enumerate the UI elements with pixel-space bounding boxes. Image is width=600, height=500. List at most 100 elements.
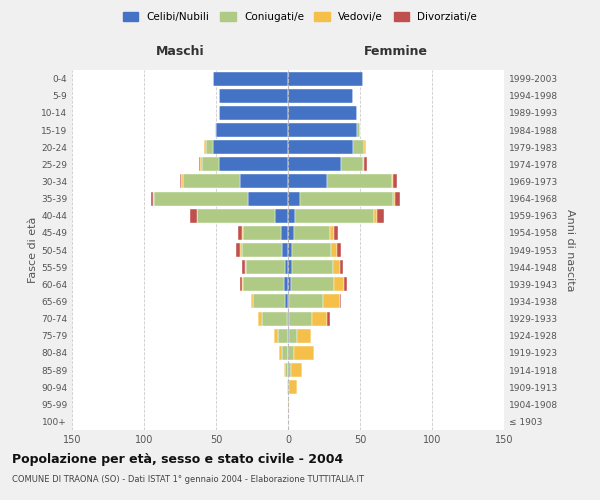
Bar (288, 243, 292, 257)
Bar (288, 346, 294, 360)
Bar (242, 278, 244, 291)
Bar (199, 158, 200, 172)
Bar (238, 226, 242, 240)
Bar (288, 398, 289, 411)
Bar (151, 192, 152, 205)
Bar (294, 346, 314, 360)
Bar (289, 328, 296, 342)
Bar (340, 294, 341, 308)
Bar (334, 226, 338, 240)
Bar (363, 158, 364, 172)
Bar (285, 294, 288, 308)
Legend: Celibi/Nubili, Coniugati/e, Vedovi/e, Divorziati/e: Celibi/Nubili, Coniugati/e, Vedovi/e, Di… (119, 8, 481, 26)
Bar (274, 328, 278, 342)
Bar (284, 278, 288, 291)
Bar (295, 208, 374, 222)
Bar (341, 158, 363, 172)
Bar (152, 192, 154, 205)
Bar (253, 294, 285, 308)
Bar (244, 278, 284, 291)
Bar (213, 140, 288, 154)
Bar (215, 123, 216, 137)
Bar (332, 260, 340, 274)
Bar (206, 140, 213, 154)
Bar (299, 192, 393, 205)
Bar (294, 226, 330, 240)
Bar (205, 140, 206, 154)
Bar (393, 174, 397, 188)
Bar (281, 226, 288, 240)
Bar (219, 88, 288, 102)
Bar (288, 123, 357, 137)
Bar (245, 260, 246, 274)
Bar (340, 260, 343, 274)
Bar (284, 363, 285, 377)
Text: Maschi: Maschi (155, 45, 205, 58)
Bar (248, 192, 288, 205)
Bar (289, 294, 323, 308)
Bar (289, 380, 296, 394)
Bar (323, 294, 340, 308)
Bar (181, 174, 183, 188)
Y-axis label: Anni di nascita: Anni di nascita (565, 209, 575, 291)
Bar (288, 226, 294, 240)
Bar (219, 158, 288, 172)
Bar (183, 174, 241, 188)
Bar (190, 208, 197, 222)
Bar (246, 260, 285, 274)
Bar (285, 363, 288, 377)
Bar (219, 106, 288, 120)
Bar (364, 158, 367, 172)
Bar (287, 312, 288, 326)
Bar (288, 140, 353, 154)
Bar (242, 260, 245, 274)
Bar (288, 363, 291, 377)
Bar (331, 243, 337, 257)
Bar (180, 174, 181, 188)
Bar (296, 328, 311, 342)
Bar (357, 123, 360, 137)
Bar (275, 208, 288, 222)
Bar (327, 312, 330, 326)
Bar (288, 294, 289, 308)
Bar (241, 243, 242, 257)
Bar (337, 243, 341, 257)
Bar (285, 260, 288, 274)
Bar (374, 208, 377, 222)
Bar (280, 346, 282, 360)
Bar (334, 278, 344, 291)
Bar (154, 192, 248, 205)
Bar (344, 278, 347, 291)
Bar (392, 174, 393, 188)
Bar (244, 226, 281, 240)
Bar (327, 174, 392, 188)
Bar (288, 208, 295, 222)
Bar (251, 294, 253, 308)
Bar (241, 278, 242, 291)
Bar (202, 158, 219, 172)
Bar (288, 174, 327, 188)
Bar (330, 226, 334, 240)
Bar (393, 192, 395, 205)
Bar (395, 192, 400, 205)
Bar (242, 226, 244, 240)
Bar (291, 278, 334, 291)
Bar (241, 174, 288, 188)
Bar (216, 123, 288, 137)
Bar (258, 312, 262, 326)
Bar (288, 106, 357, 120)
Bar (197, 208, 275, 222)
Bar (278, 328, 288, 342)
Bar (213, 72, 288, 86)
Bar (289, 312, 313, 326)
Bar (287, 380, 288, 394)
Bar (288, 158, 341, 172)
Bar (288, 278, 291, 291)
Bar (313, 312, 327, 326)
Text: Popolazione per età, sesso e stato civile - 2004: Popolazione per età, sesso e stato civil… (12, 452, 343, 466)
Bar (288, 380, 289, 394)
Bar (364, 140, 366, 154)
Bar (377, 208, 385, 222)
Bar (288, 260, 292, 274)
Bar (291, 363, 302, 377)
